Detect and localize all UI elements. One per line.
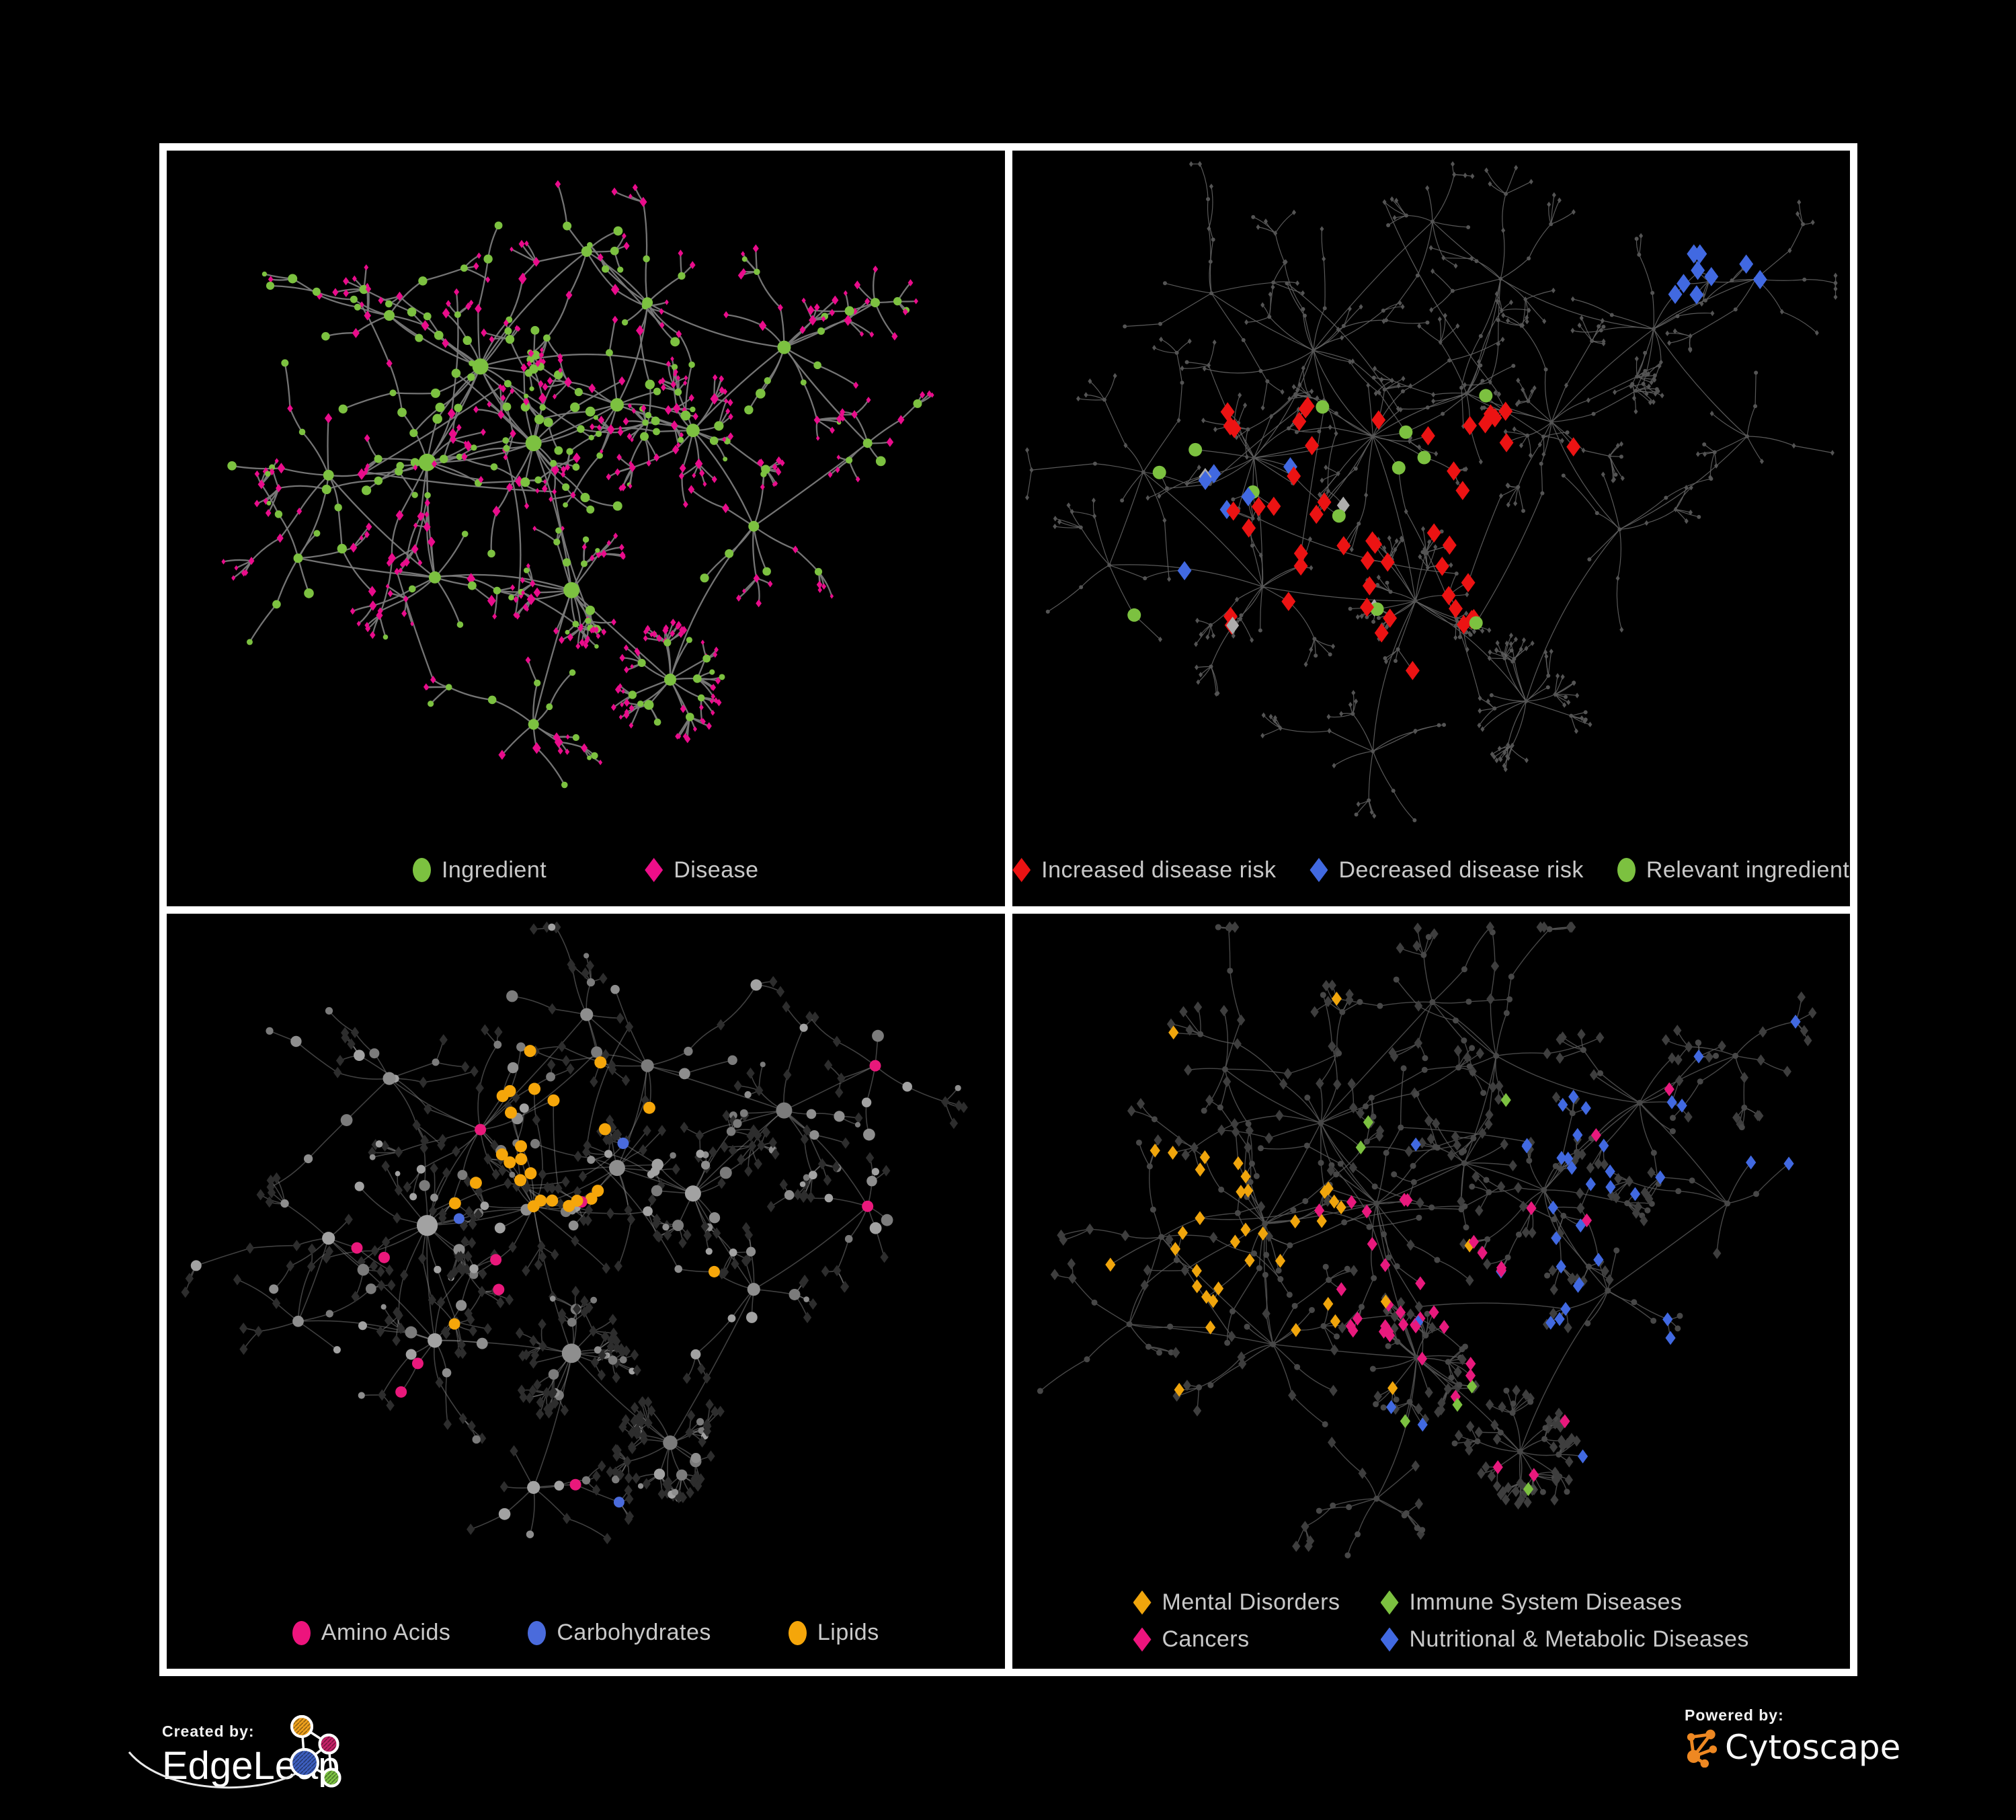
legend-label: Amino Acids xyxy=(321,1620,451,1645)
legend: Increased disease risk Decreased disease … xyxy=(1012,857,1851,883)
legend-marker-circle xyxy=(1617,858,1636,882)
network-graph xyxy=(221,180,934,789)
legend-item: Lipids xyxy=(788,1620,879,1646)
legend: Amino Acids Carbohydrates Lipids xyxy=(167,1620,1005,1646)
network-graph xyxy=(1024,161,1838,823)
legend-label: Mental Disorders xyxy=(1162,1589,1340,1615)
legend: Mental Disorders Immune System Diseases Ca… xyxy=(1133,1589,1749,1653)
panel-nutrient-class-network: Amino Acids Carbohydrates Lipids xyxy=(167,913,1005,1669)
created-by-branding: Created by: EdgeLeap xyxy=(128,1715,341,1789)
legend-marker-diamond xyxy=(1133,1627,1152,1652)
legend-marker-circle xyxy=(292,1620,311,1645)
legend-label: Cancers xyxy=(1162,1626,1250,1652)
legend-item: Mental Disorders xyxy=(1133,1589,1381,1616)
legend-item: Decreased disease risk xyxy=(1309,857,1583,883)
legend-item: Carbohydrates xyxy=(528,1620,711,1646)
legend-item: Ingredient xyxy=(412,857,547,883)
legend-label: Increased disease risk xyxy=(1041,857,1277,883)
legend-marker-circle xyxy=(788,1620,807,1645)
legend-item: Amino Acids xyxy=(292,1620,451,1646)
legend-label: Carbohydrates xyxy=(557,1620,711,1645)
legend-marker-diamond xyxy=(1309,858,1328,882)
edgeleap-logo-icon xyxy=(128,1715,341,1789)
powered-by-label: Powered by: xyxy=(1685,1706,1784,1724)
created-by-label: Created by: xyxy=(162,1723,255,1740)
legend-label: Immune System Diseases xyxy=(1409,1589,1683,1615)
legend-marker-diamond xyxy=(1380,1590,1399,1615)
legend: Ingredient Disease xyxy=(167,857,1005,883)
legend-item: Nutritional & Metabolic Diseases xyxy=(1380,1626,1749,1653)
legend-label: Decreased disease risk xyxy=(1338,857,1584,883)
legend-item: Immune System Diseases xyxy=(1380,1589,1749,1616)
legend-label: Lipids xyxy=(817,1620,879,1645)
panel-ingredient-disease-network: Ingredient Disease xyxy=(167,151,1005,906)
legend-marker-diamond xyxy=(1380,1627,1399,1652)
panel-disease-class-network: Mental Disorders Immune System Diseases Ca… xyxy=(1012,913,1850,1669)
legend-item: Increased disease risk xyxy=(1012,857,1276,883)
legend-label: Nutritional & Metabolic Diseases xyxy=(1409,1626,1749,1652)
powered-by-branding: Powered by: Cytoscape xyxy=(1685,1706,1900,1768)
legend-item: Cancers xyxy=(1133,1626,1381,1653)
legend-label: Ingredient xyxy=(441,857,547,883)
legend-item: Disease xyxy=(645,857,758,883)
legend-item: Relevant ingredient xyxy=(1617,857,1849,883)
legend-marker-diamond xyxy=(1012,858,1031,882)
legend-label: Relevant ingredient xyxy=(1646,857,1850,883)
network-graph xyxy=(1037,921,1816,1558)
cytoscape-logo-icon xyxy=(1687,1729,1718,1768)
legend-label: Disease xyxy=(674,857,759,883)
legend-marker-circle xyxy=(528,1620,547,1645)
legend-marker-diamond xyxy=(1133,1590,1152,1615)
legend-marker-circle xyxy=(412,858,431,882)
cytoscape-wordmark: Cytoscape xyxy=(1725,1728,1901,1767)
network-graph xyxy=(181,921,968,1544)
legend-marker-diamond xyxy=(645,858,663,882)
figure-grid: Ingredient Disease Increased disease risk… xyxy=(159,143,1857,1676)
panel-disease-risk-network: Increased disease risk Decreased disease … xyxy=(1012,151,1851,906)
